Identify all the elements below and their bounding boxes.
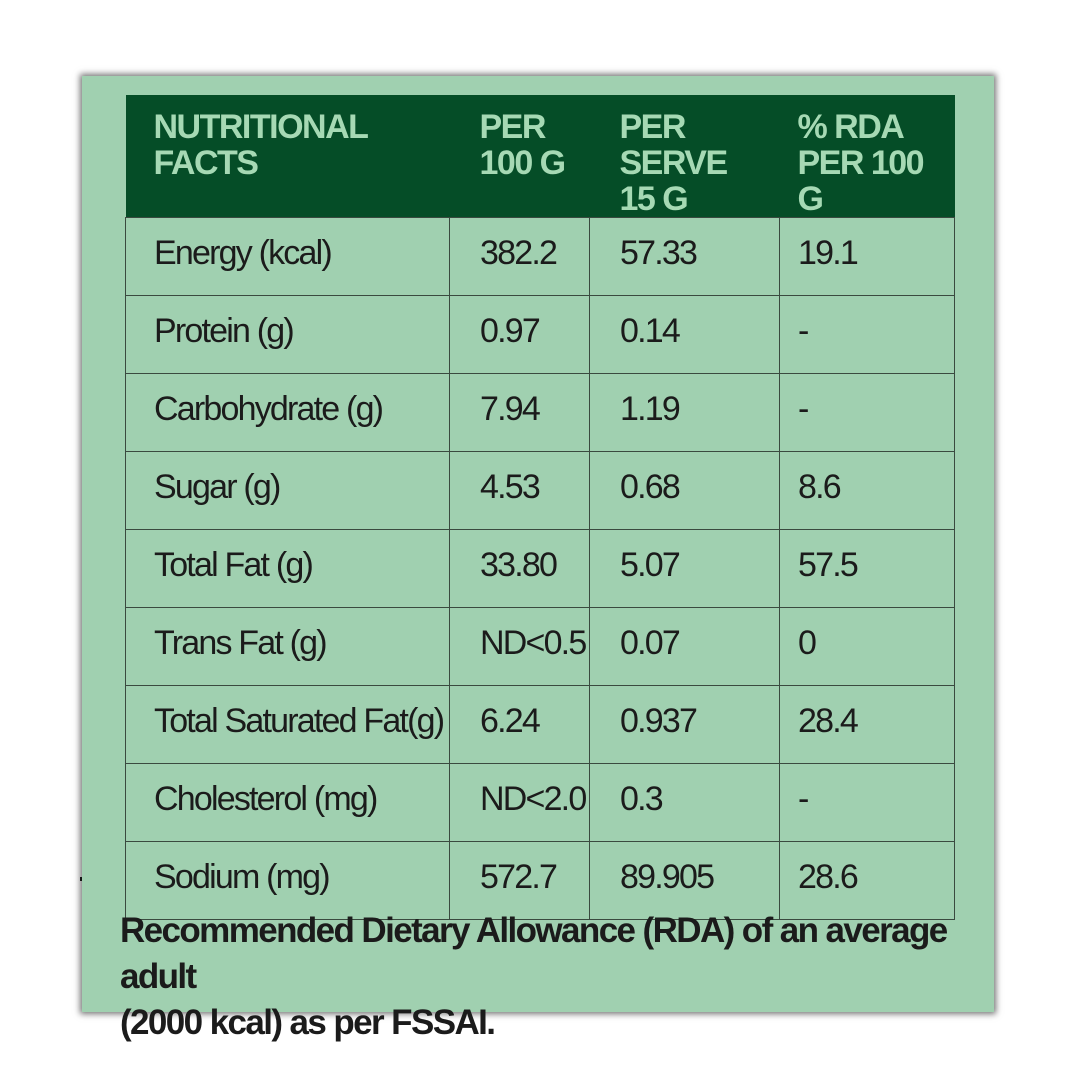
rda-value: - xyxy=(779,763,955,842)
table-header: NUTRITIONAL FACTS PER 100 G PER SERVE 15… xyxy=(125,95,955,218)
per-100g-value: 572.7 xyxy=(449,841,590,920)
nutrient-name: Carbohydrate (g) xyxy=(125,373,450,452)
table-row: Carbohydrate (g) 7.94 1.19 - xyxy=(125,373,955,452)
table-row: Trans Fat (g) ND<0.5 0.07 0 xyxy=(125,607,955,686)
nutrient-name: Sugar (g) xyxy=(125,451,450,530)
rda-value: - xyxy=(779,295,955,374)
nutrient-name: Trans Fat (g) xyxy=(125,607,450,686)
rda-value: 8.6 xyxy=(779,451,955,530)
table-row: Total Fat (g) 33.80 5.07 57.5 xyxy=(125,529,955,608)
per-100g-value: 33.80 xyxy=(449,529,590,608)
table-row: Sugar (g) 4.53 0.68 8.6 xyxy=(125,451,955,530)
nutrient-name: Cholesterol (mg) xyxy=(125,763,450,842)
table-row: Total Saturated Fat(g) 6.24 0.937 28.4 xyxy=(125,685,955,764)
table-row: Energy (kcal) 382.2 57.33 19.1 xyxy=(125,217,955,296)
per-serve-value: 0.07 xyxy=(589,607,780,686)
per-serve-value: 1.19 xyxy=(589,373,780,452)
rda-value: 28.6 xyxy=(779,841,955,920)
per-serve-value: 89.905 xyxy=(589,841,780,920)
rda-footnote: Recommended Dietary Allowance (RDA) of a… xyxy=(120,908,990,1046)
per-100g-value: ND<0.5 xyxy=(449,607,590,686)
nutrient-name: Protein (g) xyxy=(125,295,450,374)
rda-value: 57.5 xyxy=(779,529,955,608)
header-per-100g: PER 100 G xyxy=(449,95,590,218)
per-serve-value: 0.3 xyxy=(589,763,780,842)
nutrient-name: Total Saturated Fat(g) xyxy=(125,685,450,764)
per-serve-value: 57.33 xyxy=(589,217,780,296)
header-rda-per-100g: % RDA PER 100 G xyxy=(779,95,955,218)
table-row: Cholesterol (mg) ND<2.0 0.3 - xyxy=(125,763,955,842)
header-per-serve: PER SERVE 15 G xyxy=(589,95,780,218)
rda-value: 0 xyxy=(779,607,955,686)
per-100g-value: 4.53 xyxy=(449,451,590,530)
per-serve-value: 0.14 xyxy=(589,295,780,374)
footnote-line-2: (2000 kcal) as per FSSAI. xyxy=(120,1003,496,1042)
rda-value: - xyxy=(779,373,955,452)
per-serve-value: 5.07 xyxy=(589,529,780,608)
per-100g-value: ND<2.0 xyxy=(449,763,590,842)
footnote-line-1: Recommended Dietary Allowance (RDA) of a… xyxy=(120,911,948,996)
nutrient-name: Total Fat (g) xyxy=(125,529,450,608)
nutrition-facts-table: NUTRITIONAL FACTS PER 100 G PER SERVE 15… xyxy=(125,95,955,920)
per-serve-value: 0.68 xyxy=(589,451,780,530)
rda-value: 28.4 xyxy=(779,685,955,764)
nutrition-panel: NUTRITIONAL FACTS PER 100 G PER SERVE 15… xyxy=(82,76,994,1042)
per-serve-value: 0.937 xyxy=(589,685,780,764)
rda-value: 19.1 xyxy=(779,217,955,296)
per-100g-value: 7.94 xyxy=(449,373,590,452)
nutrient-name: Sodium (mg) xyxy=(125,841,450,920)
table-row: Protein (g) 0.97 0.14 - xyxy=(125,295,955,374)
nutrient-name: Energy (kcal) xyxy=(125,217,450,296)
table-row: Sodium (mg) 572.7 89.905 28.6 xyxy=(125,841,955,920)
per-100g-value: 0.97 xyxy=(449,295,590,374)
per-100g-value: 382.2 xyxy=(449,217,590,296)
per-100g-value: 6.24 xyxy=(449,685,590,764)
header-nutritional-facts: NUTRITIONAL FACTS xyxy=(125,95,450,218)
